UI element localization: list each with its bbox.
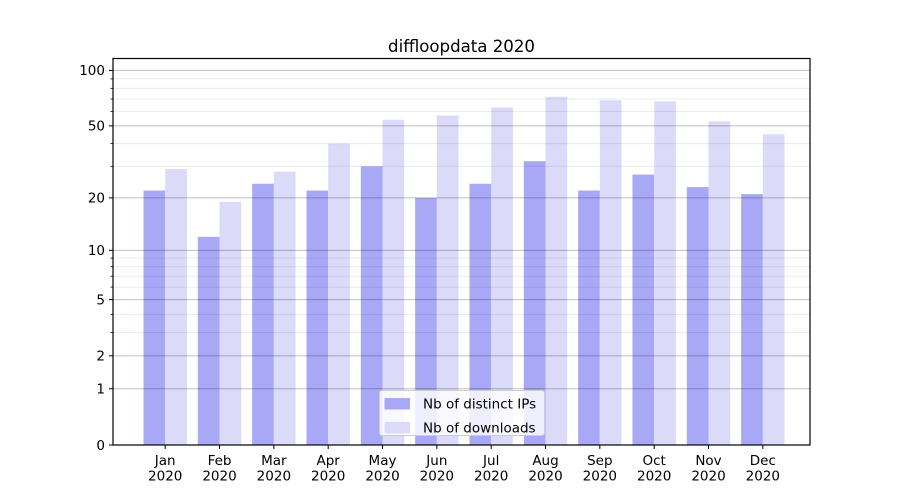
y-tick-label: 1: [96, 382, 105, 398]
x-axis-labels: Jan2020Feb2020Mar2020Apr2020May2020Jun20…: [148, 453, 780, 485]
plot-border: [112, 57, 811, 446]
y-tick-label: 10: [88, 243, 105, 259]
bar-mar-distinct-ips: [252, 183, 274, 446]
legend-label-distinct-ips: Nb of distinct IPs: [423, 397, 536, 413]
y-tick-label: 50: [88, 119, 105, 135]
ticks-layer: [109, 69, 764, 449]
x-tick-label-month: Jun: [425, 453, 447, 469]
x-tick-label-month: May: [369, 453, 397, 469]
x-tick-label-month: Jul: [482, 453, 499, 469]
bar-feb-downloads: [219, 201, 242, 445]
x-tick-label-month: Mar: [261, 453, 287, 469]
bar-may-distinct-ips: [360, 166, 383, 445]
bar-aug-downloads: [545, 96, 568, 445]
bar-sep-downloads: [599, 100, 622, 446]
x-tick-label-year: 2020: [637, 469, 671, 485]
x-tick-label-month: Dec: [750, 453, 776, 469]
legend-swatch-downloads: [384, 422, 410, 434]
x-tick-label-month: Sep: [587, 453, 612, 469]
x-tick-label-year: 2020: [746, 469, 780, 485]
legend-swatch-distinct-ips: [384, 398, 410, 410]
x-tick-label-month: Aug: [532, 453, 558, 469]
x-tick-label-year: 2020: [528, 469, 562, 485]
y-tick-label: 100: [79, 63, 105, 79]
x-tick-label-month: Feb: [208, 453, 232, 469]
y-tick-label: 2: [96, 349, 105, 365]
y-tick-label: 5: [96, 292, 105, 308]
chart-title: diffloopdata 2020: [388, 37, 535, 56]
bar-may-downloads: [382, 119, 405, 445]
x-tick-label-year: 2020: [691, 469, 725, 485]
bar-feb-distinct-ips: [197, 236, 220, 445]
axes-frame: [112, 57, 811, 446]
x-tick-label-year: 2020: [420, 469, 454, 485]
x-tick-label-month: Oct: [642, 453, 665, 469]
bar-mar-downloads: [273, 171, 296, 446]
x-tick-label-year: 2020: [583, 469, 617, 485]
bar-jan-distinct-ips: [143, 190, 166, 445]
legend-background: [379, 390, 545, 436]
x-tick-label-month: Apr: [317, 453, 341, 469]
x-tick-label-year: 2020: [148, 469, 182, 485]
bar-oct-downloads: [654, 101, 676, 446]
bar-nov-downloads: [708, 121, 731, 445]
bar-dec-distinct-ips: [741, 194, 763, 445]
legend: Nb of distinct IPs Nb of downloads: [379, 390, 545, 437]
bar-apr-downloads: [328, 143, 350, 445]
y-axis-labels: 0 1 2 5 10 20 50 100: [79, 63, 105, 454]
legend-label-downloads: Nb of downloads: [423, 421, 536, 437]
bar-jul-distinct-ips: [469, 183, 492, 446]
bar-jun-downloads: [436, 115, 459, 446]
bars-layer: [143, 96, 785, 446]
bar-jun-distinct-ips: [415, 197, 437, 445]
x-tick-label-year: 2020: [311, 469, 345, 485]
y-tick-label: 20: [88, 191, 105, 207]
x-tick-label-year: 2020: [257, 469, 291, 485]
bar-apr-distinct-ips: [306, 190, 329, 445]
bar-jul-downloads: [491, 107, 513, 446]
x-tick-label-year: 2020: [202, 469, 236, 485]
bar-aug-distinct-ips: [523, 161, 546, 446]
bar-jan-downloads: [165, 168, 187, 446]
x-tick-label-year: 2020: [474, 469, 508, 485]
bar-oct-distinct-ips: [632, 174, 655, 445]
bar-sep-distinct-ips: [578, 190, 600, 445]
x-tick-label-year: 2020: [365, 469, 399, 485]
x-tick-label-month: Nov: [695, 453, 721, 469]
gridlines-layer: [113, 69, 810, 390]
y-tick-label: 0: [96, 438, 105, 454]
bar-dec-downloads: [762, 134, 785, 446]
x-tick-label-month: Jan: [154, 453, 176, 469]
bar-nov-distinct-ips: [686, 187, 709, 445]
